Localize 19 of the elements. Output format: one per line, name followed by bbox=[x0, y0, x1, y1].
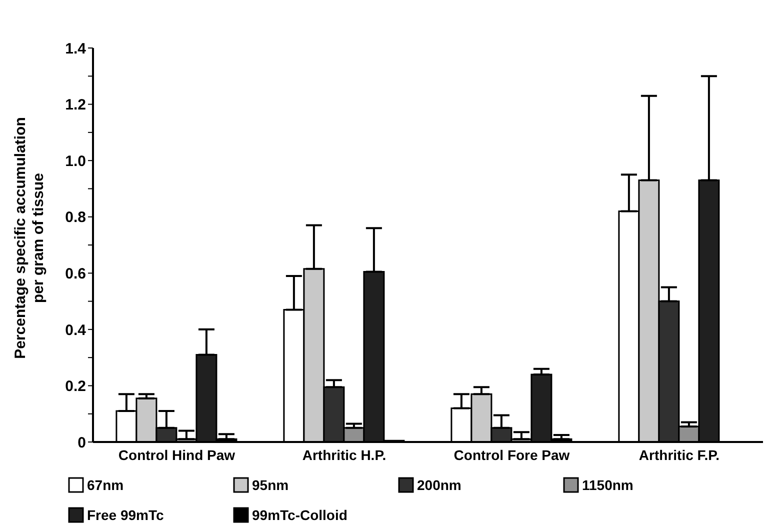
legend-label: 67nm bbox=[87, 477, 124, 493]
y-tick-label: 1.4 bbox=[65, 40, 87, 58]
y-tick-label: 0.6 bbox=[65, 265, 86, 282]
x-tick-label: Control Fore Paw bbox=[454, 446, 570, 463]
legend-label: 99mTc-Colloid bbox=[252, 507, 348, 523]
x-tick-label: Arthritic H.P. bbox=[302, 446, 386, 463]
x-tick-label: Control Hind Paw bbox=[118, 446, 236, 463]
legend-label: 95nm bbox=[252, 477, 289, 493]
y-tick-label: 0.4 bbox=[65, 322, 87, 339]
legend-label: 1150nm bbox=[582, 477, 634, 493]
y-tick-label: 1.2 bbox=[65, 96, 86, 114]
y-tick-label: 0.2 bbox=[65, 378, 86, 396]
legend-label: Free 99mTc bbox=[87, 507, 164, 523]
x-tick-label: Arthritic F.P. bbox=[638, 446, 720, 463]
y-tick-label: 0 bbox=[78, 434, 86, 452]
y-tick-label: 1.0 bbox=[65, 152, 86, 170]
legend-label: 200nm bbox=[417, 477, 462, 493]
y-axis-title: Percentage specific accumulation per gram of tissue bbox=[12, 117, 48, 359]
y-tick-label: 0.8 bbox=[65, 209, 86, 226]
